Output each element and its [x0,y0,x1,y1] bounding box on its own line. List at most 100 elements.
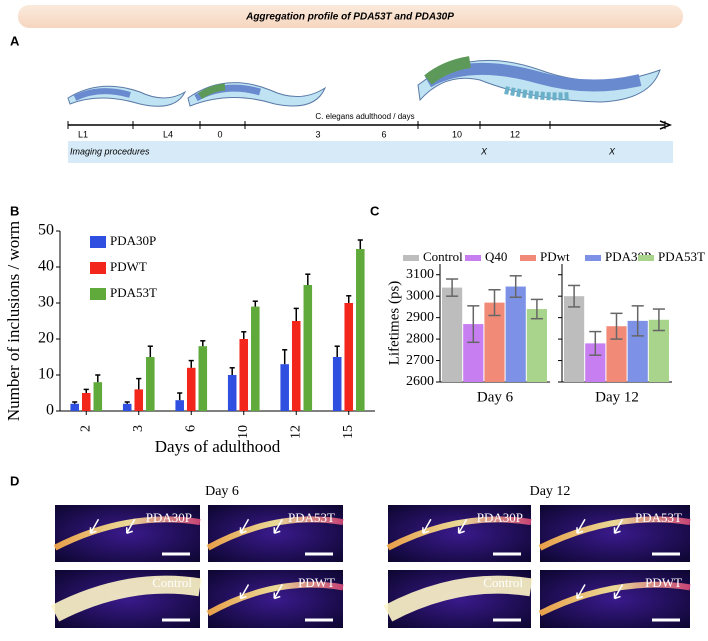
legend-swatch [90,236,106,248]
legend-label: PDA53T [110,285,157,300]
image-label: Control [483,575,523,590]
bar [442,287,463,382]
y-tick-label: 0 [46,402,54,419]
legend-label: PDA53T [658,249,705,264]
bar [291,321,301,411]
error-bar [334,345,340,357]
x-tick-label: 12 [288,425,303,439]
micrograph [383,570,533,628]
timeline-label: 10 [452,129,462,139]
image-label: PDA30P [146,510,192,525]
bar [93,382,103,411]
error-bar [72,401,78,404]
bar [505,286,526,382]
x-tick-label: Day 6 [477,389,514,405]
bar [186,367,196,411]
y-tick-label: 50 [38,222,54,239]
error-bar [530,298,543,320]
error-bar [357,239,363,249]
x-tick-label: 6 [183,425,198,432]
imaging-mark: X [480,146,488,156]
timeline-arrow [659,120,673,130]
error-bar [252,300,258,307]
bar [303,285,313,411]
legend-swatch [585,255,601,261]
bar [648,319,669,382]
worm-signal [538,581,691,617]
legend-swatch [520,255,536,261]
image-background [208,570,343,628]
error-bar [188,359,194,368]
bar [463,324,484,382]
bar [564,296,585,382]
micrographs: Day 6 PDA30P PDA53T Control PDWT Day 12 PDA30P… [50,484,691,628]
micrograph [53,505,201,562]
error-bar [305,273,311,285]
chart-c: 2600 2700 2800 2900 3000 3100 Day 6 Day 12 Lifet… [386,249,705,405]
image-label: PDWT [298,575,335,590]
arrow [273,518,283,534]
bar [280,364,289,411]
legend-swatch [90,262,106,274]
timeline-label: 12 [510,129,520,139]
legend-label: PDA30P [110,233,156,248]
worm-signal [386,516,532,551]
band-label: Imaging procedures [70,146,150,156]
imaging-band [68,141,673,163]
day-title: Day 6 [205,484,239,499]
arrow [613,518,624,534]
timeline-label: L4 [163,129,173,139]
micrograph [538,570,691,628]
image-label: PDWT [645,575,682,590]
bar [227,375,237,411]
legend-label: PDWT [110,259,147,274]
x-tick-label: 15 [341,425,356,439]
legend-swatch [638,255,654,261]
title-banner [18,5,683,28]
panel-label: B [10,203,19,218]
micrograph [206,505,344,562]
arrow [422,518,432,534]
error-bar [136,377,142,390]
y-tick-label: 40 [38,258,54,275]
x-tick-label: 2 [78,425,93,432]
timeline-label: 6 [381,129,386,139]
micrograph [206,570,344,628]
error-bar [346,295,352,303]
bar [122,403,132,411]
bar [81,393,91,411]
arrow [273,584,283,600]
error-bar [568,284,581,308]
error-bar [95,374,101,383]
bar [251,306,260,411]
chart-b: 0 10 20 30 40 50 2 3 6 10 12 15 Number of inclusions… [4,221,375,456]
y-tick-label: 3100 [406,267,434,282]
y-tick-label: 2600 [406,374,434,389]
day-title: Day 12 [530,484,571,499]
error-bar [293,307,299,321]
legend-swatch [90,288,106,300]
worm-signal [538,516,691,551]
arrow [89,518,100,534]
bar [175,400,184,411]
error-bar [488,288,501,317]
worm-signal [53,516,201,551]
legend-swatch [465,255,481,261]
bar [146,357,155,411]
arrow [239,584,250,600]
bar [332,357,342,411]
arrow [576,584,586,600]
x-tick-label: 3 [131,425,146,432]
legend-label: Control [423,249,463,264]
image-label: PDA30P [477,510,523,525]
error-bar [610,312,623,340]
worm-signal [383,575,533,622]
timeline-label: 0 [217,129,222,139]
bar [606,326,627,382]
image-label: PDA53T [635,510,682,525]
worm-illustrations [67,56,661,107]
bar [484,302,505,382]
error-bar [177,392,183,401]
error-bar [241,331,247,339]
